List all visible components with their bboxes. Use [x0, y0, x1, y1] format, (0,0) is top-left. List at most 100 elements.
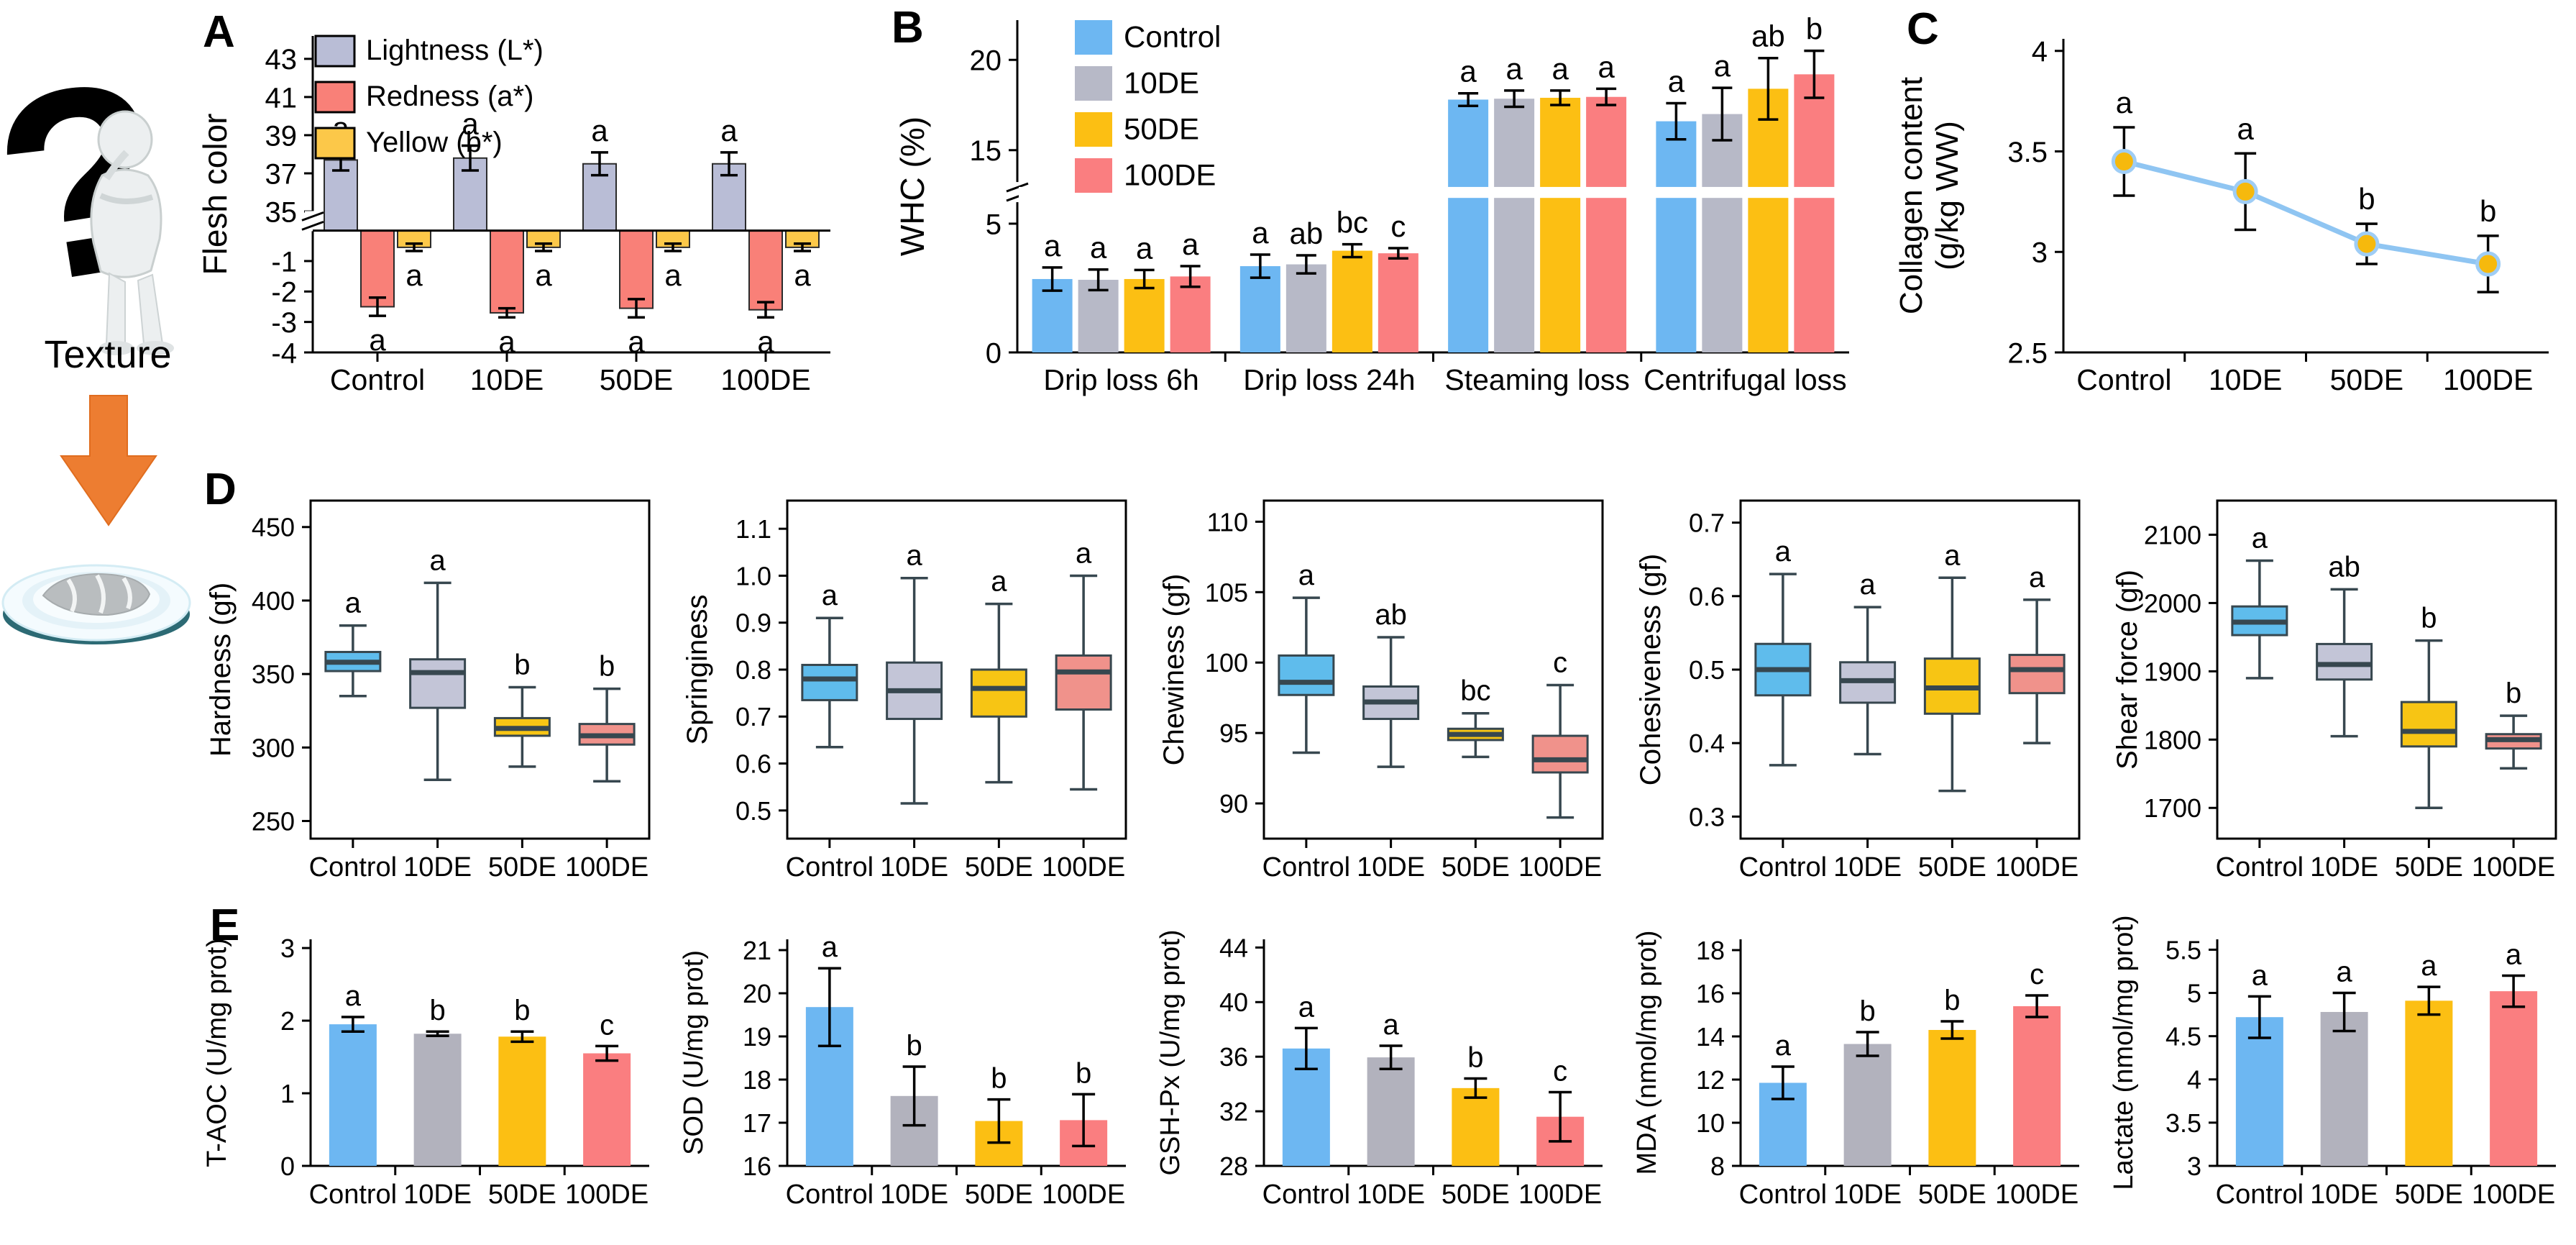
- svg-text:0.9: 0.9: [735, 608, 771, 638]
- svg-text:Control: Control: [330, 363, 425, 396]
- svg-text:100DE: 100DE: [1995, 1180, 2078, 1210]
- svg-text:28: 28: [1219, 1151, 1248, 1181]
- svg-text:10DE: 10DE: [470, 363, 544, 396]
- svg-text:ab: ab: [1290, 216, 1324, 250]
- svg-text:-4: -4: [271, 337, 297, 369]
- svg-text:100DE: 100DE: [1042, 1180, 1125, 1210]
- svg-text:b: b: [1806, 12, 1823, 46]
- svg-text:GSH-Px (U/mg prot): GSH-Px (U/mg prot): [1155, 929, 1186, 1175]
- chart-shear-force-box: Shear force (gf) 2100 2000 1900 1800 1700 Cont…: [2095, 465, 2576, 905]
- svg-text:50DE: 50DE: [1918, 852, 1986, 883]
- svg-text:100DE: 100DE: [565, 852, 648, 883]
- chart-whc: WHC (%) 20 15 5 0 Drip loss 6h Drip loss 24h St…: [874, 6, 1869, 453]
- svg-text:16: 16: [743, 1151, 771, 1181]
- svg-text:10DE: 10DE: [1833, 1180, 1902, 1210]
- svg-text:T-AOC (U/mg prot): T-AOC (U/mg prot): [202, 938, 232, 1167]
- svg-text:SOD (U/mg prot): SOD (U/mg prot): [679, 950, 709, 1155]
- svg-text:100DE: 100DE: [2443, 363, 2533, 396]
- svg-text:a: a: [462, 107, 479, 141]
- svg-text:1: 1: [280, 1079, 295, 1108]
- svg-text:35: 35: [265, 196, 298, 228]
- svg-text:37: 37: [265, 158, 298, 190]
- svg-text:b: b: [1860, 995, 1876, 1027]
- svg-text:16: 16: [1696, 979, 1725, 1008]
- svg-text:a: a: [1860, 569, 1876, 601]
- svg-text:1700: 1700: [2144, 793, 2201, 823]
- svg-text:c: c: [1553, 647, 1567, 679]
- chart-t-aoc-bar: T-AOC (U/mg prot) 3 2 1 0 Control 10DE 50DE 100D…: [188, 899, 669, 1245]
- svg-text:4: 4: [2032, 36, 2048, 68]
- svg-text:19: 19: [743, 1022, 771, 1052]
- svg-text:32: 32: [1219, 1097, 1248, 1126]
- svg-text:100DE: 100DE: [1518, 852, 1602, 883]
- svg-text:a: a: [405, 258, 423, 292]
- svg-text:Springiness: Springiness: [682, 594, 713, 744]
- svg-text:bc: bc: [1460, 675, 1490, 707]
- svg-text:Centrifugal loss: Centrifugal loss: [1644, 363, 1847, 396]
- svg-text:b: b: [1467, 1042, 1483, 1074]
- svg-text:a: a: [430, 544, 446, 576]
- svg-text:50DE: 50DE: [600, 363, 674, 396]
- question-thinker-art: ?: [0, 21, 185, 358]
- svg-text:a: a: [1775, 536, 1792, 567]
- svg-text:5: 5: [2187, 979, 2201, 1008]
- svg-text:ab: ab: [1375, 599, 1407, 631]
- svg-text:Drip loss 6h: Drip loss 6h: [1043, 363, 1198, 396]
- svg-text:a: a: [1505, 52, 1523, 86]
- svg-text:100DE: 100DE: [565, 1180, 648, 1210]
- svg-text:a: a: [2421, 950, 2437, 982]
- svg-text:b: b: [991, 1063, 1007, 1095]
- panel-label-e: E: [210, 900, 240, 950]
- chart-flesh-color: Flesh color 43 41 39 37 35 -1 -2 -3 -4 Control 10DE…: [180, 6, 859, 453]
- svg-text:b: b: [514, 649, 530, 681]
- svg-text:2.5: 2.5: [2007, 337, 2048, 369]
- svg-text:100: 100: [1205, 648, 1248, 678]
- svg-text:Flesh color: Flesh color: [196, 114, 234, 275]
- svg-text:50DE: 50DE: [2395, 852, 2463, 883]
- svg-text:a: a: [794, 258, 811, 292]
- svg-text:105: 105: [1205, 578, 1248, 607]
- svg-text:18: 18: [743, 1065, 771, 1095]
- svg-text:1.0: 1.0: [735, 561, 771, 590]
- down-arrow-icon: [60, 395, 157, 526]
- svg-text:1800: 1800: [2144, 725, 2201, 754]
- svg-text:a: a: [1775, 1030, 1792, 1062]
- svg-text:50DE: 50DE: [1441, 1180, 1510, 1210]
- svg-text:400: 400: [252, 586, 295, 616]
- svg-text:b: b: [1944, 985, 1960, 1016]
- svg-text:ab: ab: [1751, 19, 1785, 53]
- svg-text:10DE: 10DE: [1357, 1180, 1425, 1210]
- chart-hardness-box: Hardness (gf) 450 400 350 300 250 Control 10DE 5…: [188, 465, 669, 905]
- svg-text:Control: Control: [2076, 363, 2171, 396]
- svg-text:50DE: 50DE: [2330, 363, 2404, 396]
- svg-text:450: 450: [252, 513, 295, 542]
- svg-text:bc: bc: [1337, 206, 1368, 240]
- svg-text:Control: Control: [2216, 852, 2304, 883]
- svg-text:5: 5: [986, 209, 1001, 240]
- svg-text:100DE: 100DE: [1042, 852, 1125, 883]
- svg-text:10DE: 10DE: [1357, 852, 1425, 883]
- svg-text:a: a: [2116, 86, 2133, 119]
- svg-text:Control: Control: [2216, 1180, 2304, 1210]
- svg-text:b: b: [2480, 194, 2496, 228]
- svg-text:44: 44: [1219, 933, 1248, 962]
- svg-text:3.5: 3.5: [2165, 1108, 2201, 1138]
- svg-text:a: a: [664, 258, 682, 292]
- svg-text:21: 21: [743, 936, 771, 965]
- svg-text:2: 2: [280, 1006, 295, 1036]
- svg-text:17: 17: [743, 1108, 771, 1138]
- svg-text:2100: 2100: [2144, 520, 2201, 549]
- svg-text:a: a: [1298, 991, 1315, 1023]
- svg-text:a: a: [1459, 55, 1477, 88]
- svg-text:c: c: [600, 1009, 614, 1041]
- svg-text:a: a: [2029, 562, 2045, 593]
- svg-text:8: 8: [1710, 1151, 1725, 1181]
- svg-text:-3: -3: [271, 307, 297, 339]
- svg-text:a: a: [1076, 537, 1092, 569]
- svg-text:0.7: 0.7: [735, 702, 771, 731]
- svg-text:3: 3: [2187, 1151, 2201, 1181]
- svg-text:100DE: 100DE: [2472, 1180, 2555, 1210]
- svg-text:50DE: 50DE: [1124, 111, 1199, 145]
- svg-text:Collagen content: Collagen content: [1894, 77, 1929, 314]
- chart-mda-bar: MDA (nmol/mg prot) 18 16 14 12 10 8 Control 10DE…: [1618, 899, 2099, 1245]
